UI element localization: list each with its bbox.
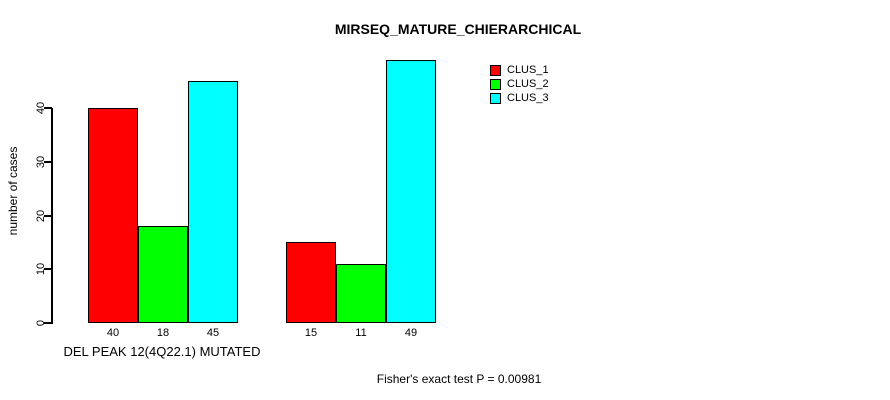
bar-value-label: 49 <box>404 327 418 339</box>
y-axis-tick <box>44 107 52 109</box>
y-axis-tick-label: 30 <box>35 155 47 168</box>
bar-clus_1-group-1 <box>88 108 138 323</box>
bar-value-label: 15 <box>304 327 318 339</box>
y-axis-tick <box>44 214 52 217</box>
y-axis-tick <box>44 268 52 271</box>
y-axis-label: number of cases <box>6 146 20 236</box>
y-axis-tick-label: 0 <box>35 319 47 327</box>
y-axis-tick <box>44 322 52 324</box>
y-axis-tick-label: 40 <box>35 101 47 115</box>
fisher-test-annotation: Fisher's exact test P = 0.00981 <box>376 372 542 386</box>
legend-swatch-clus_2 <box>490 78 501 90</box>
bar-clus_2-group-2 <box>336 264 386 323</box>
y-axis-tick <box>44 160 52 163</box>
chart-title: MIRSEQ_MATURE_CHIERARCHICAL <box>334 21 582 37</box>
legend-swatch-clus_1 <box>490 64 501 76</box>
legend-item-clus_1: CLUS_1 <box>490 64 549 76</box>
bar-clus_2-group-1 <box>138 226 188 323</box>
y-axis-tick-label: 20 <box>35 209 47 222</box>
bar-clus_1-group-2 <box>286 242 336 323</box>
legend-item-clus_2: CLUS_2 <box>490 78 549 90</box>
legend-label: CLUS_1 <box>507 64 549 76</box>
legend-item-clus_3: CLUS_3 <box>490 92 549 104</box>
legend-label: CLUS_3 <box>507 92 549 104</box>
bar-clus_3-group-2 <box>386 60 436 323</box>
x-axis-group-label: DEL PEAK 12(4Q22.1) MUTATED <box>63 344 261 359</box>
bar-value-label: 45 <box>206 327 220 339</box>
bar-value-label: 18 <box>156 327 170 339</box>
bar-value-label: 40 <box>106 327 120 339</box>
legend-swatch-clus_3 <box>490 92 501 104</box>
legend-label: CLUS_2 <box>507 78 549 90</box>
bar-clus_3-group-1 <box>188 81 238 323</box>
y-axis-line <box>51 108 53 324</box>
bar-value-label: 11 <box>355 327 367 339</box>
y-axis-tick-label: 10 <box>35 263 47 276</box>
